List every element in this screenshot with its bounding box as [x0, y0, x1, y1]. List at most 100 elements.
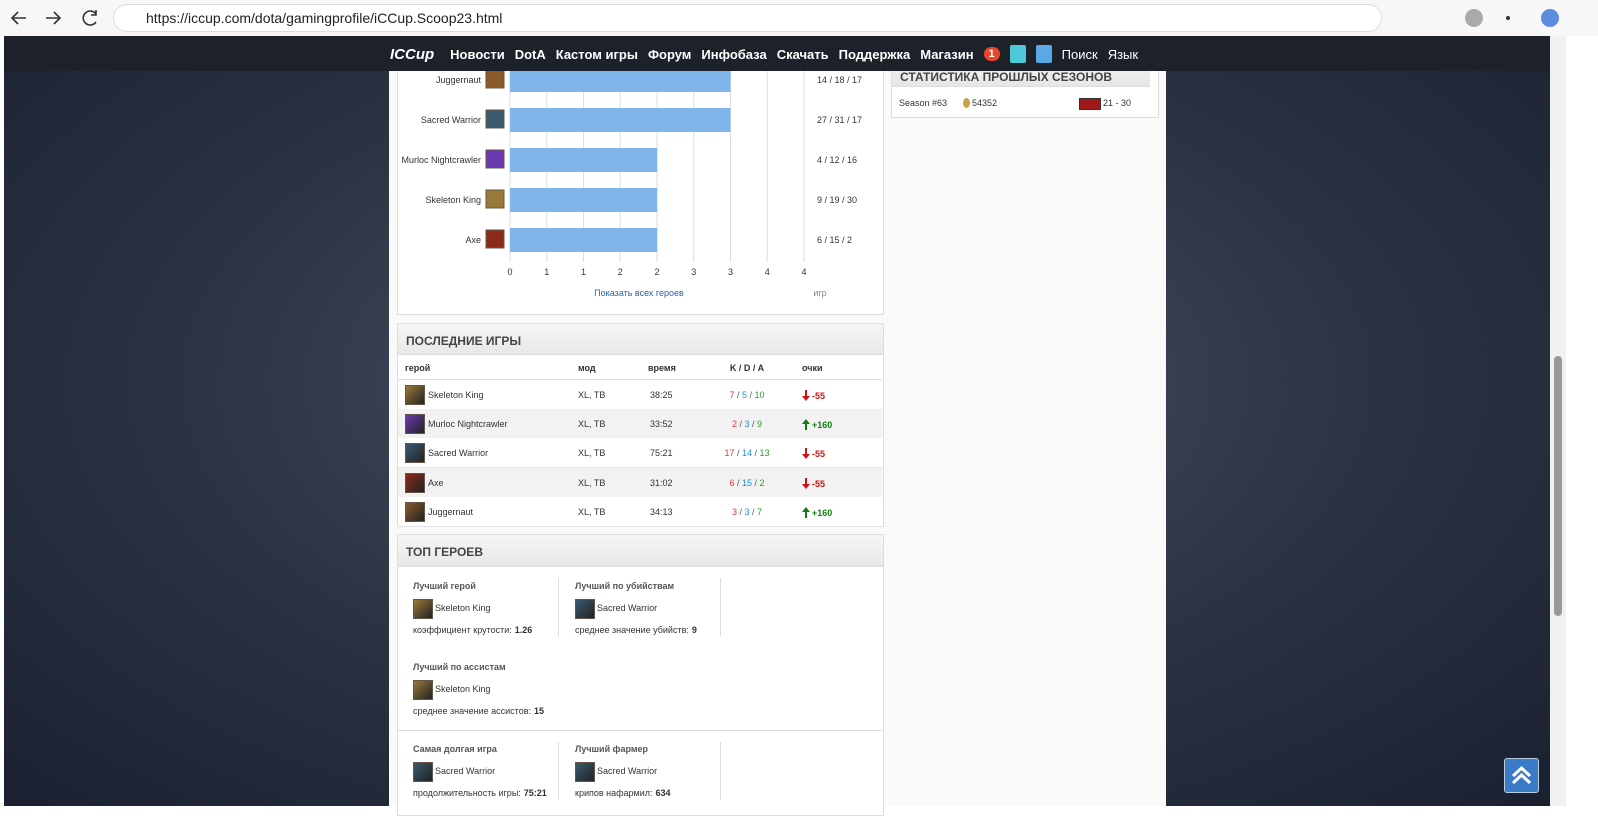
bar	[510, 148, 657, 172]
rank-icon	[1079, 98, 1101, 110]
kda-k: 3	[731, 506, 737, 517]
separator: /	[747, 390, 755, 400]
nav-item[interactable]: Магазин	[920, 46, 974, 62]
hero: Murloc Nightcrawler	[428, 419, 508, 430]
kda-a: 2	[759, 477, 765, 488]
nav-menu: ICCup Новости DotA Кастом игры Форум Инфобаза…	[390, 43, 1138, 65]
logo: ICCup	[390, 45, 435, 63]
x-tick-label: 4	[801, 267, 806, 277]
mode: XL, TB	[578, 448, 606, 459]
hero-icon	[485, 69, 505, 89]
badge[interactable]: 1	[983, 47, 1000, 61]
kda-a: 9	[757, 419, 763, 430]
nav-item[interactable]: DotA	[514, 46, 546, 62]
address-bar[interactable]: https://iccup.com/dota/gamingprofile/iCC…	[113, 4, 1382, 32]
kda-d: 15	[741, 477, 753, 488]
nav-item[interactable]: Форум	[647, 46, 692, 62]
time: 38:25	[650, 390, 673, 400]
url: https://iccup.com/dota/gamingprofile/iCC…	[146, 10, 503, 26]
hero-name: Sacred Warrior	[421, 115, 481, 125]
bar	[510, 68, 731, 92]
x-tick-label: 2	[654, 267, 659, 277]
separator: /	[752, 448, 760, 459]
game-row	[398, 438, 882, 469]
hero: Juggernaut	[428, 506, 474, 517]
icon-btn	[1009, 45, 1026, 63]
toolbar-icons[interactable]	[1390, 6, 1570, 30]
kda-d: 3	[744, 419, 750, 430]
card-label: Лучший фармер	[575, 744, 649, 754]
time: 34:13	[650, 506, 673, 517]
hero-icon	[413, 599, 433, 619]
mode: XL, TB	[578, 390, 606, 400]
card-hero: Sacred Warrior	[597, 766, 658, 776]
x-tick-label: 3	[728, 267, 733, 277]
x-tick-label: 4	[765, 267, 770, 277]
nav-item[interactable]: Скачать	[776, 46, 829, 62]
hero-icon	[405, 385, 425, 405]
stat-value: 1.26	[514, 625, 533, 635]
hero: Skeleton King	[428, 390, 484, 400]
stat-label: продолжительность игры:	[413, 788, 521, 798]
hero-kda: 14 / 18 / 17	[817, 75, 862, 85]
card-hero: Sacred Warrior	[435, 766, 496, 776]
language[interactable]: Язык	[1107, 46, 1139, 62]
nav-buttons[interactable]	[8, 6, 108, 30]
divider	[720, 578, 721, 636]
hero-icon	[485, 229, 505, 249]
kda: 3 / 3 / 7	[732, 507, 762, 517]
hero-icon	[405, 472, 425, 493]
card-stat: среднее значение убийств: 9	[575, 625, 697, 635]
x-tick-label: 1	[544, 267, 549, 277]
divider	[558, 578, 559, 636]
nav-item[interactable]: Поддержка	[838, 46, 911, 62]
bar	[510, 108, 731, 132]
kda-d: 14	[741, 448, 753, 459]
divider	[558, 742, 559, 800]
nav-item[interactable]: Кастом игры	[555, 46, 638, 62]
hero-icon	[485, 109, 505, 129]
card-label: Самая долгая игра	[413, 744, 497, 754]
card-hero: Skeleton King	[435, 684, 491, 694]
card-hero: Skeleton King	[435, 603, 491, 613]
hero: Sacred Warrior	[428, 448, 489, 459]
time: 31:02	[650, 477, 673, 488]
icon-btn	[1035, 45, 1052, 63]
hero-name: Axe	[465, 235, 481, 245]
separator: /	[736, 419, 745, 430]
divider	[720, 742, 721, 800]
stat-label: среднее значение убийств:	[575, 625, 689, 635]
hero-icon	[413, 762, 433, 782]
hero: Axe	[428, 477, 444, 488]
hero-icon	[405, 414, 425, 435]
scrollbar	[1550, 36, 1566, 806]
show-all-link[interactable]: Показать всех героев	[594, 288, 684, 298]
panel-title: ТОП ГЕРОЕВ	[398, 535, 883, 567]
stat-value: 15	[534, 706, 545, 716]
hero-name: Skeleton King	[425, 195, 481, 205]
game-row	[398, 467, 882, 498]
nav-item[interactable]: Новости	[450, 46, 505, 62]
hero-kda: 4 / 12 / 16	[817, 155, 857, 165]
points: -55	[812, 449, 826, 460]
column-header: мод	[578, 363, 596, 373]
x-tick-label: 2	[618, 267, 623, 277]
axis-unit: игр	[813, 288, 826, 298]
mode: XL, TB	[578, 506, 606, 517]
back-to-top[interactable]	[1504, 758, 1539, 793]
mode: XL, TB	[578, 477, 606, 488]
nav-item[interactable]: Инфобаза	[701, 46, 767, 62]
hero-icon	[485, 149, 505, 169]
search[interactable]: Поиск	[1061, 46, 1098, 62]
stat-label: среднее значение ассистов:	[413, 706, 531, 716]
arrow	[802, 390, 810, 401]
points: +160	[812, 420, 833, 431]
kda-a: 7	[757, 506, 763, 517]
card-stat: среднее значение ассистов: 15	[413, 706, 544, 716]
kda-k: 6	[729, 477, 735, 488]
x-tick-label: 1	[581, 267, 586, 277]
divider	[398, 730, 882, 731]
hero-icon	[575, 762, 595, 782]
card-label: Лучший по убийствам	[575, 581, 675, 591]
card-stat: коэффициент крутости: 1.26	[413, 625, 532, 635]
